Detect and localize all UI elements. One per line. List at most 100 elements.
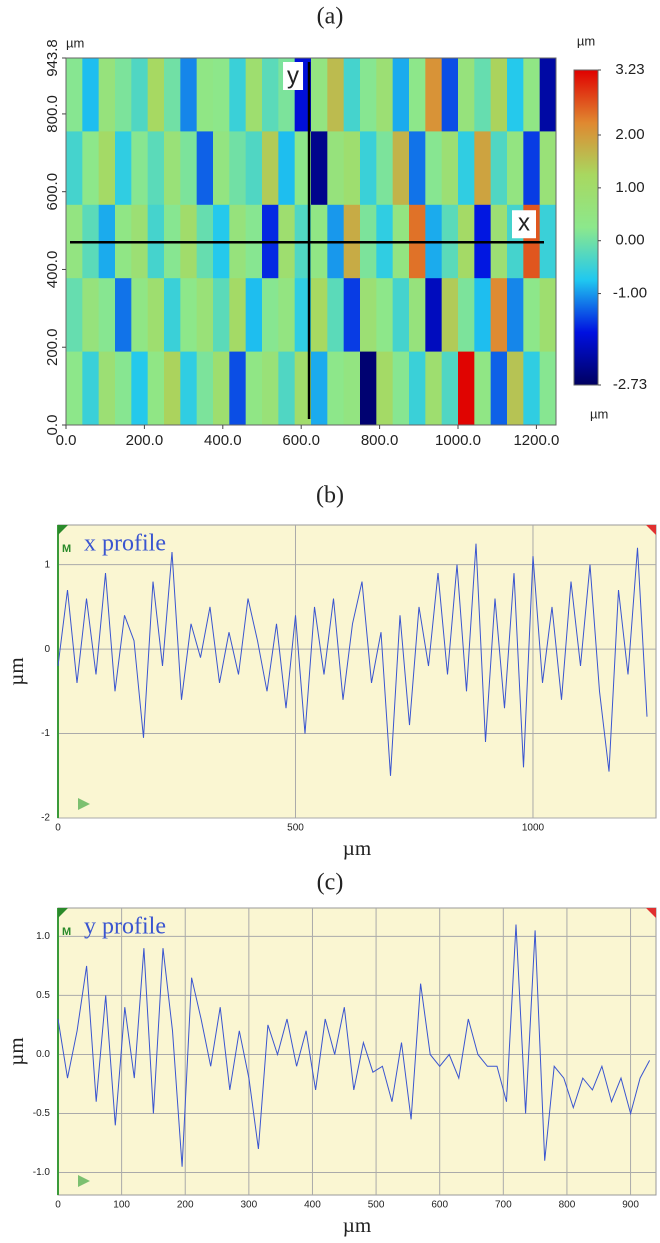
- heatmap-cell: [147, 131, 165, 206]
- heatmap-cell: [376, 278, 394, 353]
- annotation: x: [518, 210, 530, 237]
- y-tick-label: 0.5: [36, 990, 50, 1001]
- plot-background: [57, 524, 657, 819]
- colorbar-tick-label: 0.00: [615, 232, 644, 249]
- heatmap-cell: [490, 131, 508, 206]
- y-axis-label: µm: [4, 657, 28, 685]
- heatmap-cell: [98, 58, 116, 132]
- heatmap-cell: [115, 278, 132, 353]
- heatmap-cell: [311, 58, 328, 132]
- annotation: y: [287, 62, 299, 89]
- heatmap-cell: [458, 131, 475, 206]
- heatmap-cell: [490, 278, 508, 353]
- heatmap-cell: [66, 351, 83, 426]
- heatmap-cell: [507, 131, 524, 206]
- heatmap-cell: [66, 278, 83, 353]
- y-tick-label: 0.0: [36, 1049, 50, 1060]
- heatmap-cell: [441, 351, 459, 426]
- heatmap-cell: [507, 351, 524, 426]
- heatmap-cell: [360, 131, 377, 206]
- heatmap-cell: [294, 351, 312, 426]
- heatmap-cell: [490, 58, 508, 132]
- legend-label: x profile: [84, 531, 166, 557]
- heatmap-cell: [425, 351, 443, 426]
- x-tick-label: 300: [241, 1200, 258, 1211]
- heatmap-cell: [196, 131, 214, 206]
- heatmap-cell: [523, 131, 541, 206]
- heatmap-cell: [409, 278, 426, 353]
- heatmap-cell: [425, 58, 443, 132]
- heatmap-cell: [180, 131, 198, 206]
- x-tick-label: 0.0: [56, 432, 77, 449]
- y-tick-label: 1.0: [36, 931, 50, 942]
- heatmap-cell: [523, 58, 541, 132]
- heatmap-cell: [229, 58, 247, 132]
- cursor-marker: [78, 798, 90, 810]
- heatmap-cell: [262, 131, 279, 206]
- heatmap-cell: [425, 131, 443, 206]
- colorbar-tick-label: -1.00: [613, 285, 647, 302]
- y-tick-label: 943.8: [44, 39, 61, 77]
- y-axis-label: µm: [4, 1037, 28, 1065]
- heatmap-cell: [311, 278, 328, 353]
- x-tick-label: 1000.0: [435, 432, 481, 449]
- corner-marker: [646, 908, 656, 918]
- corner-marker: [58, 525, 68, 535]
- heatmap-cell: [343, 131, 361, 206]
- x-tick-label: 0: [55, 823, 61, 834]
- heatmap-cell: [392, 58, 410, 132]
- y-tick-label: -0.5: [33, 1108, 51, 1119]
- heatmap-cell: [98, 131, 116, 206]
- heatmap-cell: [539, 58, 557, 132]
- x-tick-label: 800: [559, 1200, 576, 1211]
- y-tick-label: -2: [41, 813, 50, 824]
- heatmap-cell: [213, 351, 230, 426]
- y-tick-label: 200.0: [44, 328, 61, 366]
- heatmap-cell: [343, 351, 361, 426]
- y-tick-label: 600.0: [44, 173, 61, 211]
- heatmap-cell: [360, 58, 377, 132]
- colorbar-tick-label: 3.23: [615, 61, 644, 78]
- x-tick-label: 500: [287, 823, 304, 834]
- heatmap-cell: [245, 131, 263, 206]
- heatmap-cell: [409, 351, 426, 426]
- heatmap-cell: [213, 58, 230, 132]
- heatmap-cell: [376, 351, 394, 426]
- heatmap-cell: [539, 351, 557, 426]
- heatmap-cell: [147, 58, 165, 132]
- heatmap-cell: [474, 278, 492, 353]
- x-tick-label: 800.0: [361, 432, 399, 449]
- heatmap-cell: [164, 351, 181, 426]
- y-tick-label: 0: [44, 644, 50, 655]
- heatmap-cell: [409, 131, 426, 206]
- heatmap-cell: [115, 131, 132, 206]
- heatmap-cell: [213, 131, 230, 206]
- heatmap-cell: [196, 351, 214, 426]
- heatmap-cell: [294, 131, 312, 206]
- heatmap-cell: [343, 278, 361, 353]
- marker-label: M: [62, 926, 71, 938]
- heatmap-cell: [327, 351, 345, 426]
- x-tick-label: 200.0: [126, 432, 164, 449]
- heatmap-cell: [441, 58, 459, 132]
- colorbar-tick-label: 1.00: [615, 179, 644, 196]
- heatmap-cell: [327, 278, 345, 353]
- panel-title: (b): [316, 483, 344, 509]
- profile-line: [57, 924, 651, 1167]
- heatmap-cell: [327, 58, 345, 132]
- x-tick-label: 600.0: [282, 432, 320, 449]
- heatmap-cell: [245, 278, 263, 353]
- colorbar-tick-label: 2.00: [615, 126, 644, 143]
- heatmap-cell: [458, 278, 475, 353]
- heatmap-cell: [180, 351, 198, 426]
- heatmap-cell: [245, 351, 263, 426]
- heatmap-cell: [180, 278, 198, 353]
- heatmap-cell: [474, 351, 492, 426]
- x-tick-label: 400: [304, 1200, 321, 1211]
- heatmap-cell: [196, 278, 214, 353]
- heatmap-cell: [311, 351, 328, 426]
- corner-marker: [646, 525, 656, 535]
- heatmap-cell: [278, 131, 296, 206]
- heatmap-cell: [229, 351, 247, 426]
- heatmap-cell: [229, 278, 247, 353]
